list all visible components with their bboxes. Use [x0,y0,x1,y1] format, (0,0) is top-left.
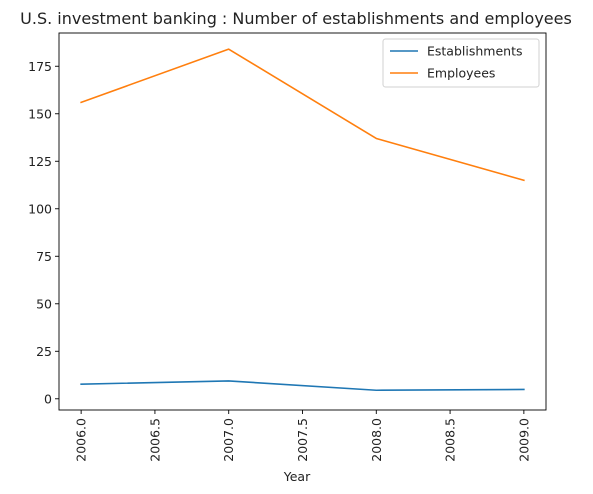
y-tick-label: 125 [28,154,52,169]
legend-label-establishments: Establishments [427,44,523,59]
x-tick-label: 2007.5 [295,418,310,462]
y-tick-label: 175 [28,59,52,74]
x-tick-label: 2006.0 [74,418,89,462]
y-tick-label: 150 [28,106,52,121]
x-tick-label: 2008.5 [443,418,458,462]
x-tick-label: 2007.0 [221,418,236,462]
y-tick-label: 50 [36,296,52,311]
plot-area: 0 25 50 75 100 125 150 175 2006.0 2006.5 2007.0 200… [28,32,547,462]
x-tick-label: 2008.0 [369,418,384,462]
legend: Establishments Employees [382,38,540,88]
y-tick-label: 0 [44,391,52,406]
legend-label-employees: Employees [427,66,495,81]
x-tick-label: 2009.0 [516,418,531,462]
series-line-employees [80,48,525,182]
series-line-establishments [80,380,525,392]
y-tick-label: 100 [28,201,52,216]
y-tick-label: 25 [36,344,52,359]
x-axis-title: Year [283,469,311,484]
x-tick-label: 2006.5 [147,418,162,462]
legend-box [382,38,540,88]
y-tick-label: 75 [36,249,52,264]
chart-title: U.S. investment banking : Number of esta… [20,9,572,28]
